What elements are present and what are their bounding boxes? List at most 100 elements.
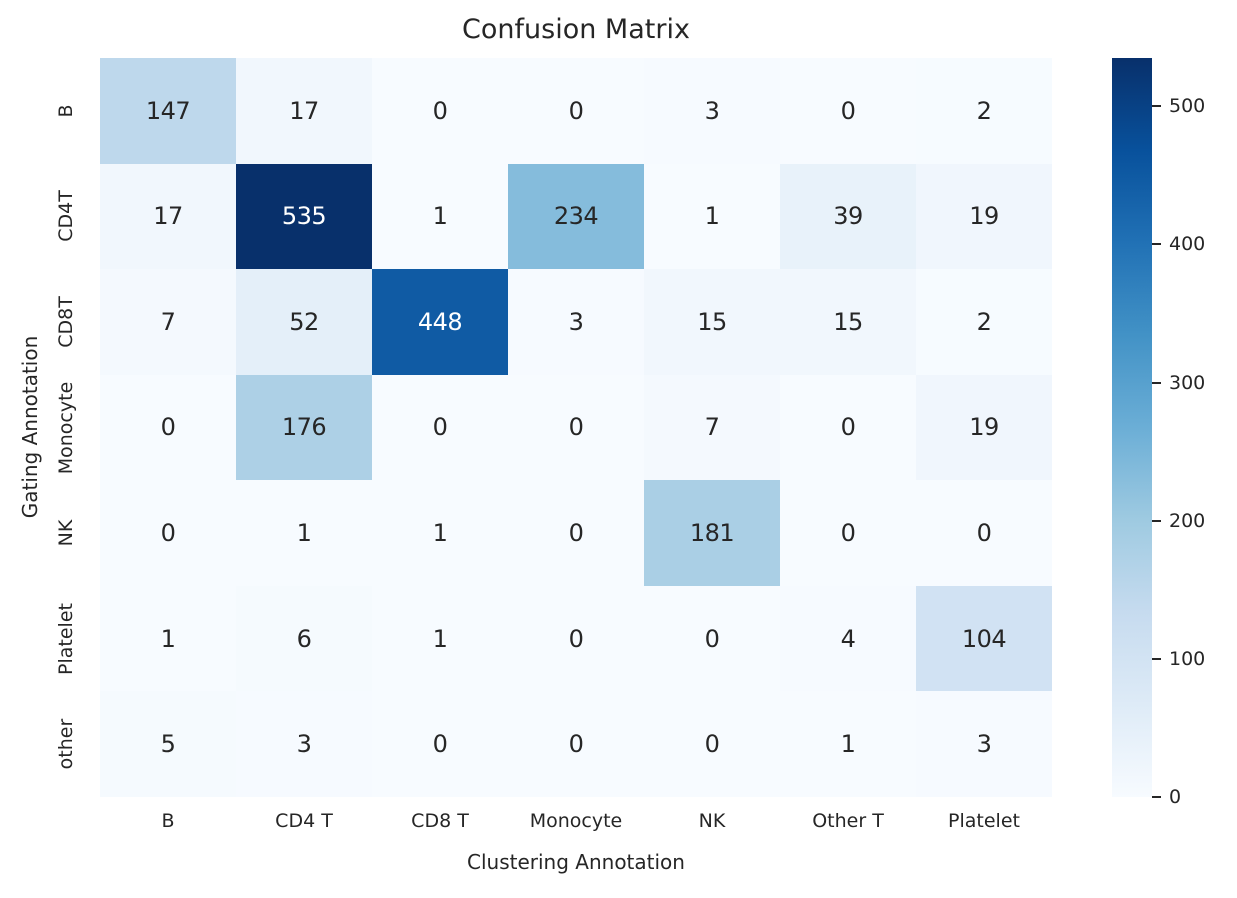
x-tick-label: B <box>161 810 175 832</box>
heatmap-cell: 181 <box>644 480 780 586</box>
colorbar-tick-mark <box>1152 796 1161 798</box>
cell-value: 0 <box>568 624 584 653</box>
heatmap-cell: 147 <box>100 58 236 164</box>
cell-value: 448 <box>417 307 463 336</box>
cell-value: 1 <box>840 730 856 759</box>
heatmap-cell: 19 <box>916 163 1052 270</box>
cell-value: 5 <box>160 730 176 759</box>
heatmap-cell: 15 <box>780 269 916 375</box>
cell-value: 0 <box>160 413 176 442</box>
heatmap-cell: 0 <box>780 374 916 481</box>
cell-value: 0 <box>704 624 720 653</box>
cell-value: 3 <box>568 307 584 336</box>
heatmap-cell: 0 <box>508 585 644 692</box>
cell-value: 15 <box>833 307 863 336</box>
y-tick-label: Platelet <box>55 602 77 675</box>
heatmap-cell: 17 <box>100 163 236 270</box>
cell-value: 4 <box>840 624 856 653</box>
heatmap-cell: 0 <box>372 374 508 481</box>
heatmap-cell: 4 <box>780 585 916 692</box>
cell-value: 181 <box>689 519 735 548</box>
heatmap-cell: 1 <box>236 480 372 586</box>
colorbar-tick-mark <box>1152 381 1161 384</box>
y-axis-label: Gating Annotation <box>18 335 42 519</box>
cell-value: 1 <box>432 519 448 548</box>
cell-value: 3 <box>704 96 720 125</box>
y-tick-label: other <box>55 718 77 770</box>
cell-value: 15 <box>697 307 727 336</box>
cell-value: 19 <box>969 202 999 231</box>
heatmap-cell: 0 <box>372 691 508 797</box>
colorbar-gradient <box>1112 58 1152 797</box>
cell-value: 2 <box>976 307 992 336</box>
colorbar-tick-mark <box>1152 519 1161 522</box>
heatmap-cell: 0 <box>508 480 644 586</box>
colorbar-tick-label: 0 <box>1169 786 1182 808</box>
heatmap-cell: 0 <box>644 691 780 797</box>
colorbar-tick-label: 300 <box>1169 371 1206 394</box>
cell-value: 0 <box>568 413 584 442</box>
heatmap-cell: 1 <box>372 585 508 692</box>
cell-value: 0 <box>432 413 448 442</box>
heatmap-cell: 104 <box>916 585 1052 692</box>
colorbar-tick-label: 400 <box>1169 233 1206 256</box>
heatmap-cell: 0 <box>508 58 644 164</box>
heatmap-cell: 0 <box>100 480 236 586</box>
x-tick-label: NK <box>698 810 726 832</box>
heatmap-cell: 7 <box>100 269 236 375</box>
cell-value: 1 <box>432 202 448 231</box>
heatmap-cell: 0 <box>372 58 508 164</box>
heatmap-cell: 0 <box>508 691 644 797</box>
heatmap-cell: 7 <box>644 374 780 481</box>
cell-value: 0 <box>840 519 856 548</box>
heatmap-cell: 0 <box>100 374 236 481</box>
y-tick-label: CD4T <box>55 190 77 243</box>
colorbar-tick-mark <box>1152 243 1161 246</box>
cell-value: 0 <box>568 519 584 548</box>
heatmap-cell: 15 <box>644 269 780 375</box>
heatmap-cell: 1 <box>644 163 780 270</box>
cell-value: 176 <box>281 413 327 442</box>
cell-value: 147 <box>145 96 191 125</box>
cell-value: 6 <box>296 624 312 653</box>
heatmap-cell: 1 <box>780 691 916 797</box>
heatmap-cell: 3 <box>236 691 372 797</box>
colorbar-tick-label: 200 <box>1169 509 1206 532</box>
heatmap-cell: 0 <box>780 480 916 586</box>
heatmap-cell: 176 <box>236 374 372 481</box>
heatmap-cell: 448 <box>372 269 508 375</box>
cell-value: 0 <box>432 730 448 759</box>
heatmap-cell: 0 <box>508 374 644 481</box>
cell-value: 0 <box>160 519 176 548</box>
y-tick-label: CD8T <box>55 296 77 348</box>
heatmap-cell: 17 <box>236 58 372 164</box>
colorbar-tick-label: 100 <box>1169 647 1206 670</box>
y-tick-label: Monocyte <box>55 381 77 474</box>
cell-value: 17 <box>289 96 319 125</box>
heatmap-cell: 0 <box>780 58 916 164</box>
cell-value: 7 <box>704 413 720 442</box>
cell-value: 0 <box>840 96 856 125</box>
x-tick-label: Platelet <box>948 810 1020 832</box>
cell-value: 0 <box>432 96 448 125</box>
heatmap-cell: 3 <box>916 691 1052 797</box>
heatmap-cell: 2 <box>916 269 1052 375</box>
heatmap-cell: 39 <box>780 163 916 270</box>
heatmap-cell: 1 <box>372 163 508 270</box>
cell-value: 17 <box>153 202 183 231</box>
heatmap-cell: 6 <box>236 585 372 692</box>
heatmap-grid: 147 17 0 0 3 0 2 17 535 1 234 1 39 19 7 52 448 3 15 15 2 0 176… <box>100 58 1052 797</box>
heatmap-cell: 535 <box>236 163 372 270</box>
cell-value: 104 <box>961 624 1007 653</box>
colorbar-tick-mark <box>1152 105 1161 108</box>
x-axis-label: Clustering Annotation <box>467 850 685 874</box>
heatmap-cell: 2 <box>916 58 1052 164</box>
cell-value: 535 <box>281 202 327 231</box>
cell-value: 19 <box>969 413 999 442</box>
y-tick-label: NK <box>55 519 77 547</box>
cell-value: 52 <box>289 307 319 336</box>
heatmap-cell: 3 <box>508 269 644 375</box>
colorbar-tick-label: 500 <box>1169 95 1206 118</box>
heatmap-cell: 5 <box>100 691 236 797</box>
